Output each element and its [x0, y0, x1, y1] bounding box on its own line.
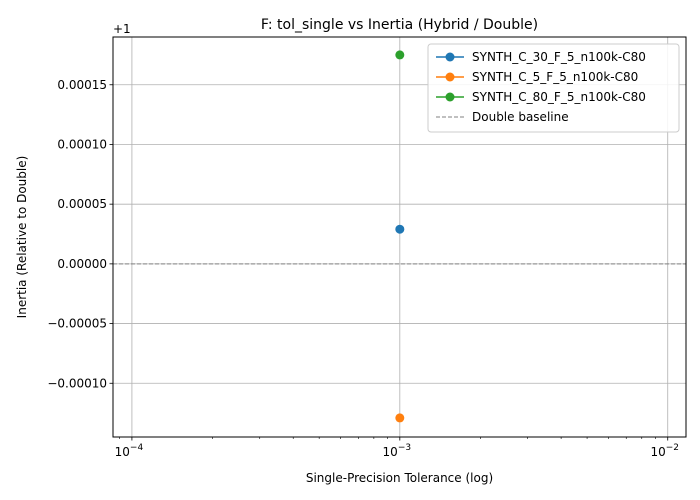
data-point — [395, 224, 405, 234]
legend-entry: SYNTH_C_80_F_5_n100k-C80 — [436, 90, 646, 104]
y-tick-label: 0.00015 — [57, 78, 107, 92]
y-tick-label: −0.00010 — [47, 376, 107, 390]
legend-entry: SYNTH_C_5_F_5_n100k-C80 — [436, 70, 638, 84]
x-tick-label: 10−3 — [383, 443, 412, 459]
legend-label: Double baseline — [472, 110, 569, 124]
y-tick-label: 0.00000 — [57, 257, 107, 271]
axis-layer: 10−4 10−3 10−2 0.00015 0.00010 0.00005 0.00000… — [47, 78, 679, 459]
y-tick-label: −0.00005 — [47, 317, 107, 331]
legend-marker — [445, 72, 455, 82]
legend-marker — [445, 92, 455, 102]
y-tick-label: 0.00005 — [57, 197, 107, 211]
legend-entry: SYNTH_C_30_F_5_n100k-C80 — [436, 50, 646, 64]
data-point — [395, 50, 405, 60]
data-point — [395, 413, 405, 423]
legend-label: SYNTH_C_30_F_5_n100k-C80 — [472, 50, 646, 64]
x-tick-label: 10−2 — [650, 443, 679, 459]
y-tick-label: 0.00010 — [57, 137, 107, 151]
chart-title: F: tol_single vs Inertia (Hybrid / Doubl… — [261, 17, 538, 33]
data-layer — [395, 50, 405, 423]
legend-label: SYNTH_C_5_F_5_n100k-C80 — [472, 70, 638, 84]
legend-marker — [445, 52, 455, 62]
data-series — [395, 224, 405, 234]
legend-box — [427, 43, 680, 133]
legend-entry: Double baseline — [436, 110, 569, 124]
y-axis-offset-label: +1 — [113, 22, 131, 36]
data-series — [395, 413, 405, 423]
y-axis-label: Inertia (Relative to Double) — [15, 156, 29, 319]
data-series — [395, 50, 405, 60]
legend-label: SYNTH_C_80_F_5_n100k-C80 — [472, 90, 646, 104]
legend: SYNTH_C_30_F_5_n100k-C80 SYNTH_C_5_F_5_n1… — [427, 43, 680, 133]
x-axis-label: Single-Precision Tolerance (log) — [306, 471, 493, 485]
x-tick-label: 10−4 — [115, 443, 144, 459]
